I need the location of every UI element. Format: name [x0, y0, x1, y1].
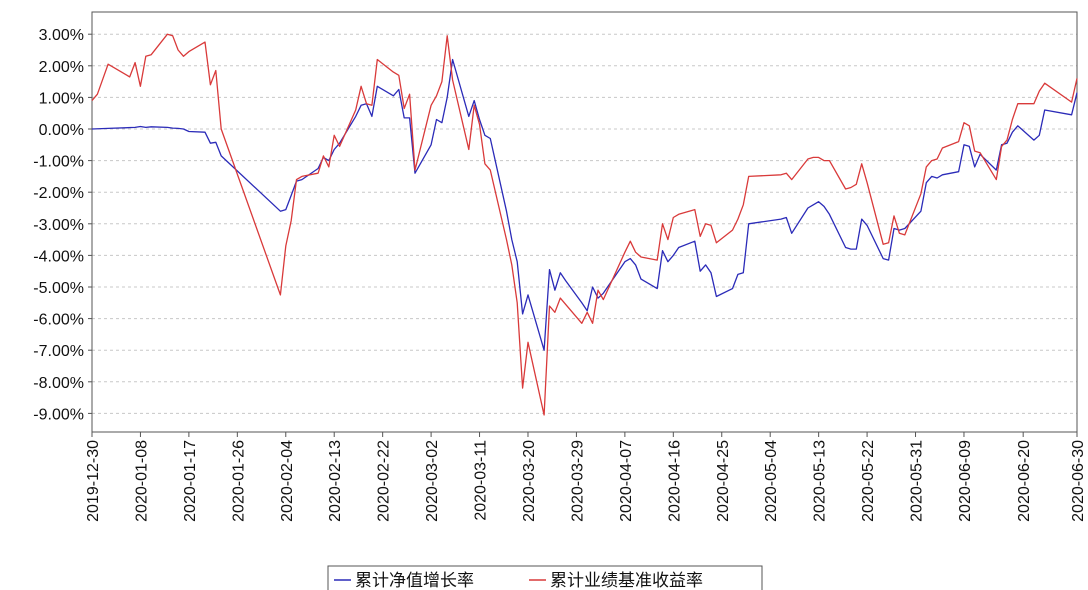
- x-tick-label: 2020-03-11: [473, 440, 490, 521]
- y-tick-label: -6.00%: [33, 312, 84, 329]
- x-tick-label: 2020-02-22: [376, 440, 393, 522]
- y-tick-label: -9.00%: [33, 406, 84, 423]
- legend-label-benchmark: 累计业绩基准收益率: [550, 571, 703, 590]
- x-tick-label: 2020-05-31: [909, 440, 926, 522]
- y-tick-label: 2.00%: [39, 59, 84, 76]
- y-tick-label: -2.00%: [33, 185, 84, 202]
- plot-frame: [91, 11, 1078, 433]
- y-tick-label: -1.00%: [33, 154, 84, 171]
- y-tick-label: -3.00%: [33, 217, 84, 234]
- y-tick-label: -8.00%: [33, 375, 84, 392]
- x-tick-label: 2020-01-17: [182, 440, 199, 522]
- y-tick-label: -7.00%: [33, 343, 84, 360]
- y-tick-label: 1.00%: [39, 90, 84, 107]
- x-tick-label: 2020-01-08: [133, 440, 150, 522]
- x-tick-label: 2020-02-04: [279, 440, 296, 522]
- x-tick-label: 2020-01-26: [230, 440, 247, 522]
- x-tick-label: 2020-05-22: [860, 440, 877, 522]
- x-tick-label: 2020-04-25: [715, 440, 732, 522]
- x-axis: 2019-12-30 2020-01-08 2020-01-17 2020-01-26…: [85, 432, 1087, 522]
- x-tick-label: 2020-05-13: [812, 440, 829, 522]
- legend: 累计净值增长率 累计业绩基准收益率: [327, 565, 763, 590]
- x-tick-label: 2020-06-09: [957, 440, 974, 522]
- y-tick-label: -4.00%: [33, 248, 84, 265]
- y-axis: 3.00% 2.00% 1.00% 0.00% -1.00% -2.00% -3.00% -4…: [33, 27, 92, 423]
- x-tick-label: 2019-12-30: [85, 440, 102, 522]
- x-tick-label: 2020-03-29: [569, 440, 586, 522]
- x-tick-label: 2020-05-04: [763, 440, 780, 522]
- legend-label-fund: 累计净值增长率: [355, 571, 474, 590]
- y-tick-label: 3.00%: [39, 27, 84, 44]
- series-line-benchmark-return: [91, 33, 1078, 416]
- y-tick-label: 0.00%: [39, 122, 84, 139]
- x-tick-label: 2020-04-07: [618, 440, 635, 522]
- grid-lines: [92, 33, 1077, 414]
- x-tick-label: 2020-04-16: [666, 440, 683, 522]
- x-tick-label: 2020-03-02: [424, 440, 441, 522]
- x-tick-label: 2020-02-13: [327, 440, 344, 522]
- legend-box: [327, 565, 763, 590]
- x-tick-label: 2020-03-20: [521, 440, 538, 522]
- x-tick-label: 2020-06-30: [1070, 440, 1087, 522]
- x-tick-label: 2020-06-20: [1016, 440, 1033, 522]
- series-line-fund-nav-growth: [91, 58, 1078, 351]
- y-tick-label: -5.00%: [33, 280, 84, 297]
- series-lines: [91, 33, 1078, 416]
